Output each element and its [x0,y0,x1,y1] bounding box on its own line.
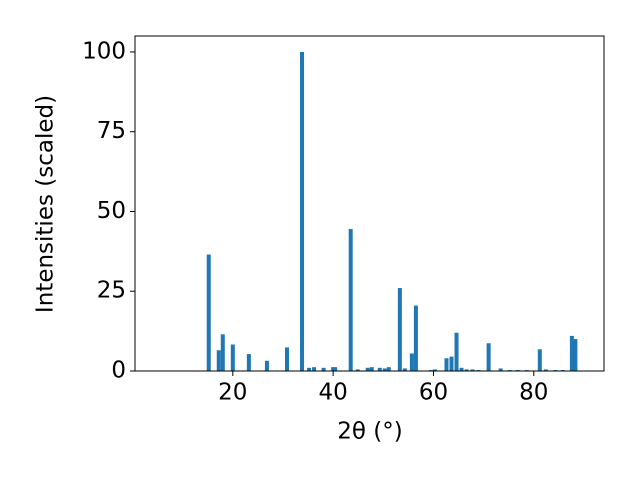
x-axis-label: 2θ (°) [337,419,402,445]
bar [444,358,449,371]
bar [459,367,464,371]
bar [432,369,437,371]
bar [413,305,418,371]
bar [264,360,269,371]
bar [321,367,326,371]
bar [402,368,407,371]
bar [307,367,312,371]
bar [369,367,374,371]
bar [397,288,402,371]
bar [206,254,211,371]
y-tick-label: 75 [97,118,126,144]
bar [470,369,475,371]
x-tick-label: 20 [218,380,247,406]
y-tick-label: 0 [111,358,126,384]
bar [464,369,469,371]
bar [246,354,251,371]
y-axis-label: Intensities (scaled) [33,95,59,313]
bar [220,334,225,371]
x-tick-label: 60 [419,380,448,406]
bar [573,339,578,371]
bar [386,367,391,371]
x-tick-label: 40 [318,380,347,406]
bar [449,356,454,371]
bar [333,367,338,371]
bar [365,367,370,371]
bar [331,367,336,371]
bar [498,368,503,371]
y-tick-label: 25 [97,278,126,304]
bar [348,229,353,371]
y-tick-label: 100 [82,38,126,64]
x-tick-label: 80 [519,380,548,406]
bar [454,332,459,371]
bar [284,347,289,371]
plot-frame [134,35,605,372]
bar [486,343,491,371]
bar [537,349,542,371]
bar [409,353,414,371]
bar [355,369,360,371]
bar [377,367,382,371]
y-tick-label: 50 [97,198,126,224]
bar [312,367,317,371]
bar [569,335,574,371]
bar [230,344,235,371]
bar [216,350,221,371]
bar [300,51,305,371]
bar [382,368,387,371]
bar [543,369,548,371]
